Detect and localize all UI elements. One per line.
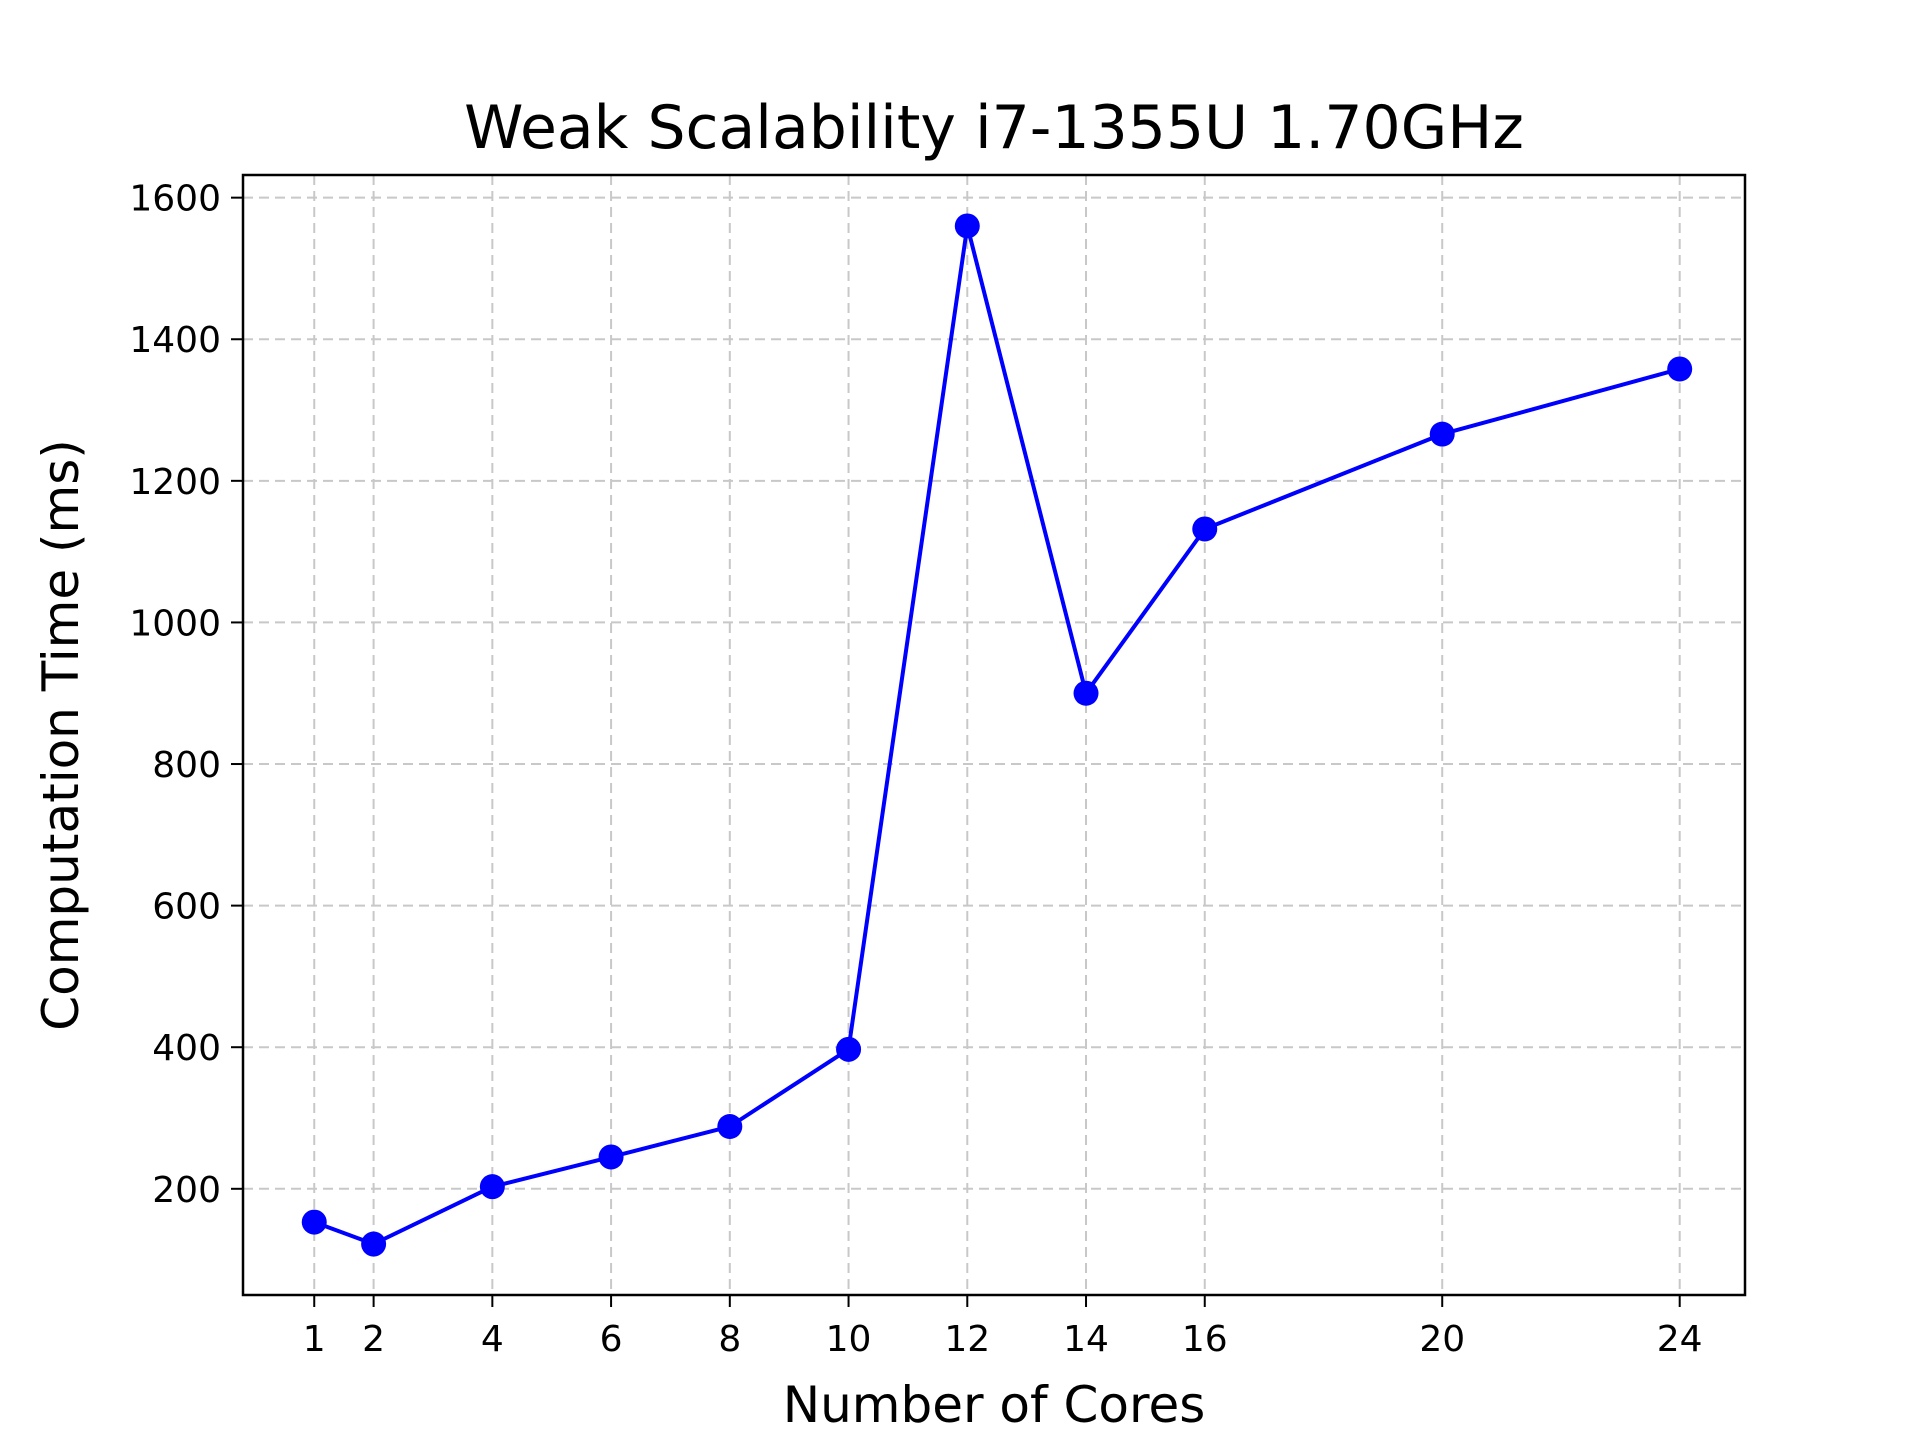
y-tick-label: 600 (152, 887, 221, 928)
y-tick-label: 1400 (129, 320, 221, 361)
y-axis-label: Computation Time (ms) (32, 439, 90, 1031)
series-layer (301, 213, 1693, 1257)
x-axis-label: Number of Cores (783, 1376, 1206, 1434)
x-tick-label: 8 (718, 1319, 741, 1360)
axis-ticks: 1 2 4 6 8 10 12 14 16 20 2420040060080010001200140… (129, 179, 1702, 1360)
x-tick-label: 14 (1063, 1319, 1109, 1360)
y-tick-label: 200 (152, 1170, 221, 1211)
data-point (1073, 680, 1099, 706)
data-point (361, 1231, 387, 1257)
data-point (1429, 421, 1455, 447)
x-tick-label: 24 (1657, 1319, 1703, 1360)
x-tick-label: 2 (362, 1319, 385, 1360)
series-line (313, 224, 1681, 1246)
y-tick-label: 1200 (129, 462, 221, 503)
data-point (836, 1036, 862, 1062)
data-point (717, 1114, 743, 1140)
data-point (598, 1144, 624, 1170)
x-tick-label: 10 (826, 1319, 872, 1360)
y-tick-label: 1000 (129, 603, 221, 644)
y-tick-label: 800 (152, 745, 221, 786)
x-tick-label: 20 (1419, 1319, 1465, 1360)
x-tick-label: 4 (481, 1319, 504, 1360)
x-tick-label: 16 (1182, 1319, 1228, 1360)
data-point (301, 1209, 327, 1235)
x-tick-label: 12 (944, 1319, 990, 1360)
plot-frame (241, 173, 1747, 1297)
data-point (1192, 516, 1218, 542)
y-tick-label: 400 (152, 1028, 221, 1069)
y-tick-label: 1600 (129, 179, 221, 220)
data-point (954, 213, 980, 239)
chart-title: Weak Scalability i7-1355U 1.70GHz (464, 93, 1524, 163)
grid (243, 175, 1745, 1295)
series-0 (301, 213, 1693, 1257)
x-tick-label: 6 (600, 1319, 623, 1360)
data-point (479, 1174, 505, 1200)
x-tick-label: 1 (303, 1319, 326, 1360)
data-point (1667, 356, 1693, 382)
